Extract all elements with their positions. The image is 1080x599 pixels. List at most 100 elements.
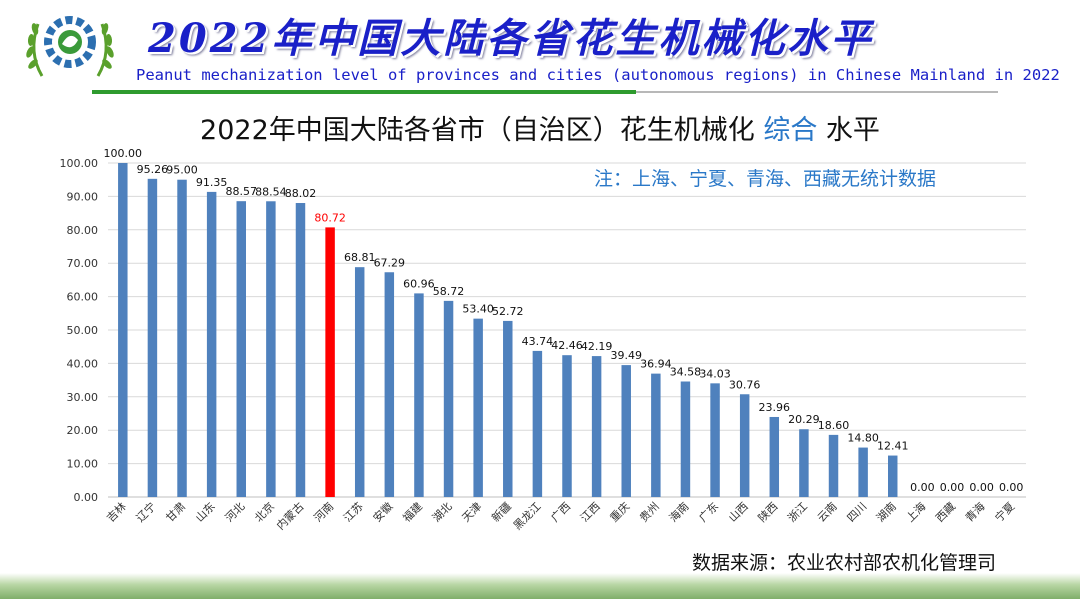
x-tick-label: 山东 [193,500,218,525]
data-label: 88.54 [255,185,287,198]
x-tick-label: 吉林 [103,499,128,524]
x-tick-label: 海南 [666,499,691,524]
data-label: 80.72 [314,211,346,224]
bar [769,416,780,497]
x-tick-label: 湖南 [874,500,899,525]
x-tick-label: 陕西 [755,499,780,524]
bar [562,355,572,497]
data-label: 100.00 [104,147,143,160]
page-subtitle: Peanut mechanization level of provinces … [136,66,1060,84]
x-tick-label: 安徽 [370,499,395,524]
bar [828,434,839,497]
y-tick-label: 80.00 [67,224,99,237]
data-label: 34.58 [670,366,702,379]
bar [532,350,543,497]
bar [858,447,868,497]
x-tick-label: 福建 [400,499,425,524]
data-label: 42.19 [581,340,613,353]
data-label: 53.40 [462,303,494,316]
bar [414,293,424,497]
bar [325,227,335,497]
data-label: 67.29 [374,256,406,269]
data-label: 42.46 [551,339,583,352]
y-tick-label: 40.00 [67,357,99,370]
data-label: 14.80 [847,432,879,445]
data-label: 12.41 [877,440,909,453]
bar [384,272,395,497]
x-tick-label: 天津 [460,500,485,525]
x-tick-label: 湖北 [430,500,455,525]
bar [591,356,602,497]
bar [147,178,158,497]
chart-title-accent: 综合 [763,115,818,146]
grass-footer-decoration [0,573,1080,599]
bar [206,191,217,498]
data-label: 30.76 [729,378,761,391]
x-tick-label: 山西 [726,500,751,525]
x-tick-label: 四川 [845,500,870,525]
x-tick-label: 江苏 [341,500,366,525]
x-tick-label: 河南 [311,500,336,525]
x-tick-label: 云南 [815,500,840,525]
y-tick-label: 50.00 [67,324,99,337]
data-label: 39.49 [610,349,642,362]
data-label: 58.72 [433,285,465,298]
chart-note: 注：上海、宁夏、青海、西藏无统计数据 [594,168,937,190]
x-tick-label: 黑龙江 [511,500,544,533]
bar [443,300,454,497]
data-label: 18.60 [818,419,850,432]
x-tick-label: 甘肃 [163,500,188,525]
y-tick-label: 30.00 [67,391,99,404]
chart-title-part-1: 2022年中国大陆各省市（自治区）花生机械化 [200,115,764,146]
x-tick-label: 西藏 [933,500,958,525]
bar [739,394,750,497]
bar [295,203,306,498]
x-tick-label: 贵州 [637,500,662,525]
bar [236,201,246,497]
y-tick-label: 100.00 [60,157,99,170]
x-tick-label: 新疆 [488,499,513,524]
data-label: 0.00 [910,481,935,494]
bar [118,163,128,497]
x-tick-label: 宁夏 [992,499,1017,524]
data-label: 34.03 [699,367,731,380]
bar [503,320,513,497]
data-label: 0.00 [969,481,994,494]
data-label: 60.96 [403,277,435,290]
gear-wheat-logo-icon [26,16,114,77]
data-label: 95.00 [166,164,198,177]
x-tick-label: 浙江 [785,500,810,525]
bar [710,383,720,497]
y-tick-label: 20.00 [67,424,99,437]
x-tick-label: 青海 [962,499,987,524]
y-tick-label: 70.00 [67,257,99,270]
chart-title-part-3: 水平 [817,115,880,146]
bar [177,179,187,497]
x-tick-label: 辽宁 [133,499,158,524]
header-divider-green [92,90,636,94]
x-tick-label: 江西 [578,500,603,525]
data-label: 88.57 [226,185,258,198]
data-label: 23.96 [759,401,791,414]
x-tick-label: 广西 [548,500,573,525]
bar [266,201,276,497]
bar [888,455,898,497]
data-label: 43.74 [522,335,554,348]
data-label: 91.35 [196,176,228,189]
chart-title: 2022年中国大陆各省市（自治区）花生机械化 综合 水平 [0,108,1080,147]
bar [354,267,365,497]
bar [651,373,661,497]
data-label: 95.26 [137,163,169,176]
data-label: 0.00 [999,481,1024,494]
bar [799,429,809,497]
x-tick-label: 上海 [903,499,928,524]
data-label: 36.94 [640,358,672,371]
x-tick-label: 内蒙古 [273,499,306,532]
data-source: 数据来源：农业农村部农机化管理司 [692,552,997,574]
x-tick-label: 河北 [223,500,248,525]
header-divider-grey [636,91,998,93]
page-title: 2022年中国大陆各省花生机械化水平 [148,15,874,62]
data-label: 20.29 [788,413,820,426]
y-tick-label: 90.00 [67,190,99,203]
